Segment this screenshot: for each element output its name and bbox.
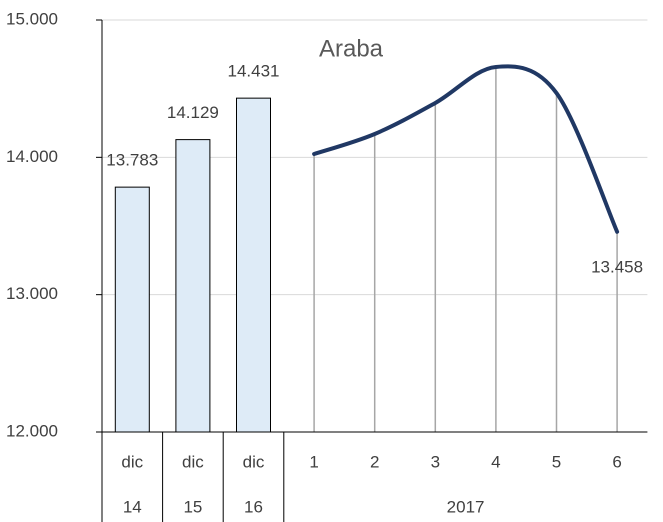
x-group-label: 15 [183,497,202,516]
data-label: 14.431 [228,62,280,81]
x-group-label: 2017 [447,497,485,516]
data-label: 14.129 [167,103,219,122]
x-tick-label: dic [243,452,265,471]
chart-title: Araba [319,35,384,62]
x-tick-label: 3 [431,452,440,471]
x-tick-label: 6 [612,452,621,471]
line [312,64,620,234]
x-tick-label: 2 [370,452,379,471]
data-label: 13.458 [591,257,643,276]
x-tick-label: 5 [552,452,561,471]
y-tick-label: 12.000 [6,421,58,440]
x-group-label: 16 [244,497,263,516]
y-tick-label: 13.000 [6,284,58,303]
x-tick-label: 1 [309,452,318,471]
y-tick-label: 15.000 [6,9,58,28]
data-label: 13.783 [106,151,158,170]
y-tick-label: 14.000 [6,147,58,166]
x-tick-label: 4 [491,452,500,471]
bar [175,139,211,433]
x-tick-label: dic [121,452,143,471]
x-tick-label: dic [182,452,204,471]
bar [236,97,271,433]
x-group-label: 14 [123,497,142,516]
bar [114,186,150,433]
